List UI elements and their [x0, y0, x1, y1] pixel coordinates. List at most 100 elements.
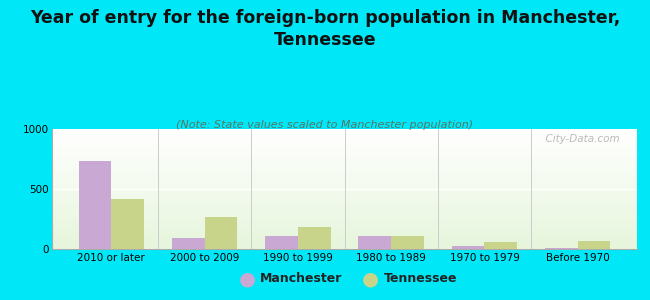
Bar — [298, 227, 330, 249]
Bar — [52, 216, 637, 217]
Text: (Note: State values scaled to Manchester population): (Note: State values scaled to Manchester… — [176, 120, 474, 130]
Bar — [578, 241, 610, 249]
Bar — [545, 248, 578, 249]
Text: ●: ● — [239, 269, 255, 289]
Bar — [52, 177, 637, 178]
Bar — [52, 226, 637, 227]
Bar — [52, 150, 637, 151]
Bar — [52, 248, 637, 249]
Bar — [52, 217, 637, 218]
Bar — [52, 246, 637, 247]
Bar — [52, 132, 637, 133]
Bar — [52, 234, 637, 235]
Bar — [52, 202, 637, 203]
Bar — [52, 187, 637, 188]
Bar — [52, 209, 637, 210]
Text: Year of entry for the foreign-born population in Manchester,
Tennessee: Year of entry for the foreign-born popul… — [30, 9, 620, 49]
Bar — [111, 199, 144, 249]
Bar — [52, 175, 637, 176]
Bar — [205, 217, 237, 249]
Bar — [52, 225, 637, 226]
Bar — [52, 160, 637, 161]
Bar — [52, 141, 637, 142]
Bar — [52, 227, 637, 228]
Bar — [52, 145, 637, 146]
Bar — [52, 165, 637, 166]
Text: City-Data.com: City-Data.com — [539, 134, 619, 144]
Bar — [52, 235, 637, 236]
Bar — [52, 205, 637, 206]
Bar — [52, 182, 637, 183]
Bar — [52, 159, 637, 160]
Bar — [52, 183, 637, 184]
Text: ●: ● — [362, 269, 379, 289]
Bar — [359, 236, 391, 249]
Bar — [52, 212, 637, 213]
Bar — [52, 218, 637, 219]
Bar — [52, 172, 637, 173]
Bar — [52, 208, 637, 209]
Bar — [52, 228, 637, 229]
Bar — [52, 130, 637, 131]
Bar — [52, 137, 637, 138]
Bar — [52, 197, 637, 198]
Bar — [52, 214, 637, 215]
Bar — [52, 157, 637, 158]
Bar — [52, 206, 637, 207]
Bar — [52, 162, 637, 163]
Bar — [52, 152, 637, 153]
Bar — [52, 199, 637, 200]
Text: Tennessee: Tennessee — [384, 272, 457, 286]
Bar — [52, 210, 637, 211]
Bar — [52, 192, 637, 193]
Bar — [52, 184, 637, 185]
Bar — [52, 176, 637, 177]
Bar — [484, 242, 517, 249]
Bar — [52, 158, 637, 159]
Bar — [52, 240, 637, 241]
Bar — [52, 149, 637, 150]
Bar — [52, 168, 637, 169]
Bar — [52, 178, 637, 179]
Bar — [52, 129, 637, 130]
Bar — [52, 189, 637, 190]
Bar — [52, 180, 637, 181]
Bar — [52, 138, 637, 139]
Bar — [52, 222, 637, 223]
Bar — [52, 196, 637, 197]
Bar — [52, 242, 637, 243]
Bar — [52, 135, 637, 136]
Bar — [52, 236, 637, 237]
Bar — [52, 238, 637, 239]
Bar — [52, 142, 637, 143]
Bar — [52, 224, 637, 225]
Bar — [52, 169, 637, 170]
Bar — [52, 161, 637, 162]
Bar — [52, 164, 637, 165]
Bar — [52, 133, 637, 134]
Bar — [391, 236, 424, 249]
Bar — [52, 139, 637, 140]
Bar — [52, 170, 637, 171]
Bar — [52, 231, 637, 232]
Bar — [52, 213, 637, 214]
Bar — [52, 190, 637, 191]
Bar — [52, 229, 637, 230]
Bar — [52, 171, 637, 172]
Bar — [52, 144, 637, 145]
Bar — [52, 148, 637, 149]
Bar — [52, 232, 637, 233]
Bar — [52, 146, 637, 147]
Bar — [52, 195, 637, 196]
Bar — [52, 230, 637, 231]
Bar — [52, 153, 637, 154]
Bar — [52, 173, 637, 174]
Bar — [52, 186, 637, 187]
Bar — [52, 233, 637, 234]
Bar — [52, 219, 637, 220]
Bar — [52, 194, 637, 195]
Text: Manchester: Manchester — [260, 272, 343, 286]
Bar — [52, 181, 637, 182]
Bar — [52, 151, 637, 152]
Bar — [52, 237, 637, 238]
